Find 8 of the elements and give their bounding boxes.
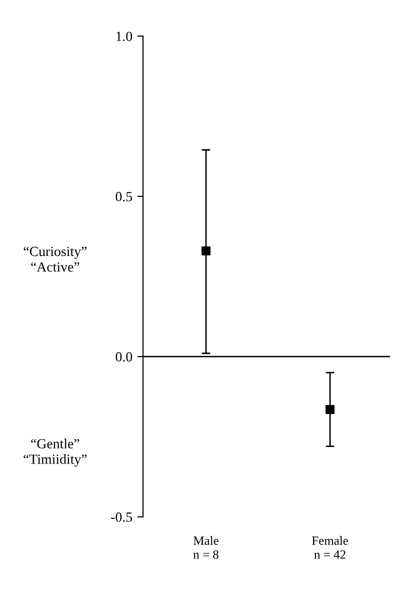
x-tick-label: Female n = 42: [312, 536, 348, 559]
text: “Curiosity” “Active”: [24, 246, 87, 272]
y-tick-label: 0.0: [116, 352, 132, 362]
y-tick-label: -0.5: [111, 512, 132, 522]
y-tick-label: 0.5: [116, 192, 132, 202]
text: “Gentle” “Timiidity”: [24, 438, 87, 467]
x-tick-label: Male n = 8: [193, 536, 218, 559]
y-tick-label: 1.0: [116, 32, 132, 42]
